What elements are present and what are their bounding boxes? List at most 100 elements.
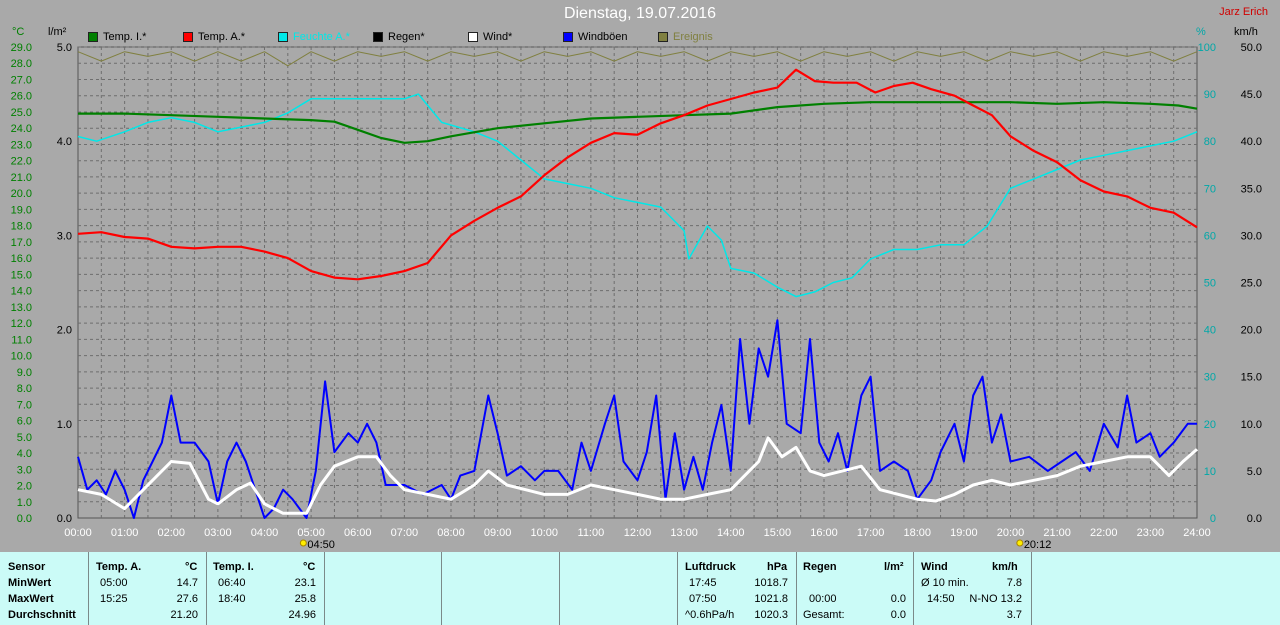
x-tick-label: 16:00: [810, 527, 838, 539]
temp-tick-label: 22.0: [11, 156, 32, 168]
wind-max-value: N-NO 13.2: [969, 593, 1022, 605]
statistics-table: Sensor MinWert MaxWert Durchschnitt Temp…: [0, 552, 1280, 625]
wind-tick-label: 25.0: [1241, 278, 1262, 290]
temp-a-min-value: 14.7: [176, 577, 198, 589]
temp-tick-label: 5.0: [17, 432, 32, 444]
temp-tick-label: 4.0: [17, 448, 32, 460]
legend-label: Wind*: [483, 31, 513, 43]
rain-max-value: 0.0: [890, 593, 906, 605]
x-tick-label: 10:00: [530, 527, 558, 539]
x-tick-label: 18:00: [903, 527, 931, 539]
legend-item: Feuchte A.*: [278, 31, 350, 43]
legend-label: Temp. I.*: [103, 31, 147, 43]
legend-swatch: [658, 32, 668, 42]
humidity-tick-label: 100: [1198, 42, 1216, 54]
rain-tick-label: 1.0: [57, 419, 72, 431]
legend-swatch: [373, 32, 383, 42]
temp-tick-label: 19.0: [11, 204, 32, 216]
temp-i-min-value: 23.1: [294, 577, 316, 589]
temp-tick-label: 13.0: [11, 302, 32, 314]
temp-i-max-time: 18:40: [218, 593, 246, 605]
temp-tick-label: 3.0: [17, 464, 32, 476]
x-tick-label: 07:00: [391, 527, 419, 539]
series-line-wind: [77, 436, 1198, 515]
temp-tick-label: 23.0: [11, 139, 32, 151]
temp-tick-label: 28.0: [11, 58, 32, 70]
pressure-min-value: 1018.7: [754, 577, 788, 589]
temp-a-max-value: 27.6: [176, 593, 198, 605]
wind-tick-label: 10.0: [1241, 419, 1262, 431]
series-line-tempa: [77, 68, 1198, 281]
pressure-trend: ^0.6hPa/h: [685, 609, 735, 621]
legend-swatch: [88, 32, 98, 42]
x-tick-label: 09:00: [484, 527, 512, 539]
temp-tick-label: 17.0: [11, 237, 32, 249]
wind-tick-label: 35.0: [1241, 183, 1262, 195]
wind-unit-label: km/h: [1234, 26, 1258, 38]
legend-item: Regen*: [373, 31, 425, 43]
wind-avg10-value: 7.8: [1006, 577, 1022, 589]
wind-tick-label: 30.0: [1241, 230, 1262, 242]
x-tick-label: 06:00: [344, 527, 372, 539]
temp-tick-label: 24.0: [11, 123, 32, 135]
rain-max-time: 00:00: [809, 593, 837, 605]
wind-tick-label: 45.0: [1241, 89, 1262, 101]
rain-tick-label: 3.0: [57, 230, 72, 242]
temp-tick-label: 15.0: [11, 269, 32, 281]
x-tick-label: 04:00: [251, 527, 279, 539]
temp-tick-label: 9.0: [17, 367, 32, 379]
row-label-avg: Durchschnitt: [8, 609, 76, 621]
temp-tick-label: 0.0: [17, 513, 32, 525]
humidity-tick-label: 10: [1204, 466, 1216, 478]
humidity-tick-label: 90: [1204, 89, 1216, 101]
x-tick-label: 11:00: [578, 527, 605, 539]
legend-label: Regen*: [388, 31, 425, 43]
sunset-icon: [1016, 539, 1024, 547]
sunset-label: 20:12: [1024, 539, 1052, 551]
temp-unit-label: °C: [12, 26, 25, 38]
x-tick-label: 21:00: [1043, 527, 1071, 539]
sunrise-label: 04:50: [307, 539, 335, 551]
series-line-feuchtea: [77, 93, 1198, 298]
temp-tick-label: 12.0: [11, 318, 32, 330]
temp-i-unit: °C: [303, 561, 316, 573]
series-line-windben: [77, 319, 1197, 519]
legend-item: Windböen: [563, 31, 628, 43]
rain-tick-label: 2.0: [57, 325, 72, 337]
x-tick-label: 20:00: [997, 527, 1025, 539]
x-tick-label: 05:00: [297, 527, 325, 539]
legend-label: Temp. A.*: [198, 31, 246, 43]
x-tick-label: 12:00: [624, 527, 652, 539]
wind-avg-value: 3.7: [1006, 609, 1022, 621]
rain-unit-label: l/m²: [48, 26, 67, 38]
temp-a-unit: °C: [185, 561, 198, 573]
humidity-tick-label: 50: [1204, 278, 1216, 290]
wind-tick-label: 50.0: [1241, 42, 1262, 54]
wind-max-time: 14:50: [927, 593, 955, 605]
legend-item: Ereignis: [658, 31, 713, 43]
temp-a-min-time: 05:00: [100, 577, 128, 589]
temp-tick-label: 27.0: [11, 74, 32, 86]
wind-tick-label: 15.0: [1241, 372, 1262, 384]
temp-tick-label: 29.0: [11, 42, 32, 54]
legend-label: Windböen: [578, 31, 628, 43]
sunrise-icon: [299, 539, 307, 547]
x-tick-label: 19:00: [950, 527, 978, 539]
rain-total-value: 0.0: [890, 609, 906, 621]
wind-unit: km/h: [992, 561, 1018, 573]
x-tick-label: 00:00: [64, 527, 92, 539]
legend-label: Feuchte A.*: [293, 31, 350, 43]
pressure-avg-value: 1020.3: [754, 609, 788, 621]
legend-item: Wind*: [468, 31, 512, 43]
rain-tick-label: 4.0: [57, 136, 72, 148]
pressure-header: Luftdruck: [685, 561, 736, 573]
temp-i-max-value: 25.8: [294, 593, 316, 605]
x-tick-label: 17:00: [857, 527, 885, 539]
humidity-tick-label: 40: [1204, 325, 1216, 337]
humidity-unit-label: %: [1196, 26, 1206, 38]
temp-tick-label: 25.0: [11, 107, 32, 119]
temp-tick-label: 11.0: [11, 334, 32, 346]
wind-header: Wind: [921, 561, 948, 573]
legend-swatch: [278, 32, 288, 42]
wind-tick-label: 20.0: [1241, 325, 1262, 337]
